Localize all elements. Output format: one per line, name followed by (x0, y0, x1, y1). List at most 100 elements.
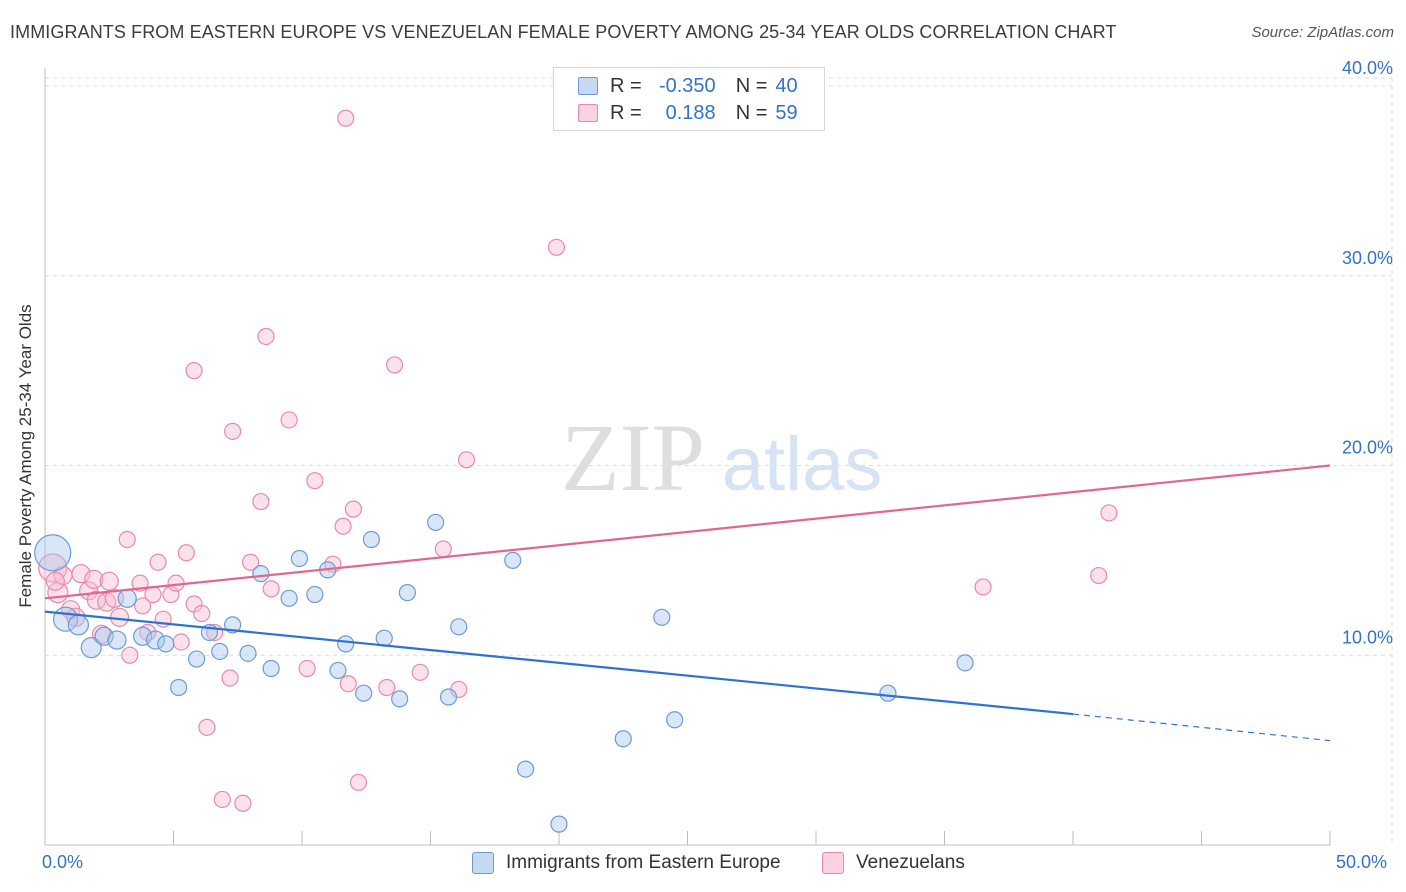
venezuelans-point (242, 553, 260, 571)
venezuelans-point (193, 604, 211, 623)
venezuelans-point (149, 553, 167, 571)
y-tick-labels: 10.0% 20.0% 30.0% 40.0% (1342, 58, 1393, 647)
watermark-zip: ZIP (561, 404, 705, 511)
eastern-europe-trend-line (44, 610, 1074, 716)
venezuelans-point (334, 517, 352, 535)
legend-item-eastern-europe: Immigrants from Eastern Europe (472, 852, 781, 874)
venezuelans-point (280, 411, 298, 429)
venezuelans-point (198, 718, 216, 736)
venezuelans-point (172, 633, 190, 651)
eastern-europe-point (80, 637, 102, 659)
eastern-europe-point (550, 815, 568, 833)
venezuelans-point (257, 327, 275, 346)
legend-swatch-pink (578, 104, 598, 122)
y-axis-label: Female Poverty Among 25-34 Year Olds (16, 304, 35, 608)
venezuelans-trend-line (44, 464, 1331, 600)
venezuelans-point (45, 571, 65, 591)
legend-label-eastern-europe: Immigrants from Eastern Europe (506, 852, 781, 873)
venezuelans-point (344, 500, 362, 518)
legend-r-value-pink: 0.188 (665, 101, 716, 124)
legend-n-label: N = (735, 74, 768, 97)
legend-label-venezuelans: Venezuelans (856, 852, 965, 873)
legend-n-label: N = (735, 101, 768, 124)
eastern-europe-point (439, 688, 458, 706)
venezuelans-point (84, 569, 104, 589)
eastern-europe-point (337, 635, 355, 653)
venezuelans-point (385, 356, 404, 374)
venezuelans-point (337, 109, 355, 127)
venezuelans-point (378, 678, 396, 697)
eastern-europe-point (391, 690, 409, 708)
venezuelans-point (349, 773, 368, 791)
venezuelans-point (411, 663, 429, 681)
eastern-europe-point (355, 684, 373, 702)
venezuelans-point (121, 646, 139, 664)
venezuelans-point (134, 597, 152, 615)
eastern-europe-point (504, 551, 522, 569)
venezuelans-point (118, 530, 136, 549)
venezuelans-point (109, 607, 130, 627)
venezuelans-point (434, 540, 452, 558)
venezuelans-point (457, 451, 476, 469)
legend-r-label: R = (610, 101, 642, 124)
y-tick-label: 20.0% (1342, 438, 1393, 458)
venezuelans-point (298, 659, 316, 678)
eastern-europe-point (427, 513, 445, 532)
legend-r-label: R = (610, 74, 642, 97)
venezuelans-point (339, 675, 357, 693)
venezuelans-point (262, 580, 280, 598)
eastern-europe-point (239, 644, 257, 662)
gridlines (45, 70, 1393, 845)
eastern-europe-point (262, 659, 280, 678)
x-tick-label-max: 50.0% (1336, 852, 1388, 872)
venezuelans-point (177, 544, 195, 562)
watermark-atlas: atlas (722, 422, 883, 507)
eastern-europe-point (362, 530, 380, 549)
chart-title: IMMIGRANTS FROM EASTERN EUROPE VS VENEZU… (10, 22, 1117, 42)
venezuelans-point (185, 362, 203, 380)
axes (44, 68, 1331, 846)
venezuelans-point (99, 571, 119, 591)
legend-item-venezuelans: Venezuelans (822, 852, 965, 874)
correlation-legend: R = -0.350 N = 40 R = 0.188 N = 59 (553, 67, 825, 131)
series-legend: Immigrants from Eastern Europe Venezuela… (0, 852, 1406, 878)
eastern-europe-point (133, 626, 153, 646)
source-label: Source: ZipAtlas.com (1251, 24, 1394, 41)
eastern-europe-point (516, 760, 535, 778)
eastern-europe-point (398, 584, 416, 602)
eastern-europe-point (879, 684, 897, 702)
legend-row-eastern-europe: R = -0.350 N = 40 (578, 74, 815, 98)
trend-lines (44, 464, 1331, 742)
eastern-europe-point (145, 630, 166, 650)
eastern-europe-point (67, 614, 90, 636)
legend-swatch-blue (472, 852, 494, 874)
eastern-europe-point (170, 678, 188, 697)
legend-n-value-blue: 40 (775, 74, 798, 97)
eastern-europe-point (666, 711, 684, 729)
venezuelans-point (224, 422, 242, 440)
x-tick-label-min: 0.0% (42, 852, 84, 872)
venezuelans-point (1100, 504, 1118, 522)
watermark: ZIP atlas (561, 404, 882, 511)
y-tick-label: 40.0% (1342, 58, 1393, 78)
eastern-europe-point (34, 534, 72, 572)
eastern-europe-point (94, 626, 114, 646)
venezuelans-point (252, 492, 270, 511)
eastern-europe-point (329, 661, 347, 680)
legend-row-venezuelans: R = 0.188 N = 59 (578, 101, 815, 125)
eastern-europe-point (653, 608, 671, 626)
eastern-europe-point (107, 630, 127, 650)
legend-swatch-blue (578, 77, 598, 95)
venezuelans-points (38, 109, 1118, 812)
venezuelans-point (221, 669, 239, 687)
venezuelans-point (306, 472, 324, 490)
eastern-europe-points (34, 513, 974, 833)
eastern-europe-point (211, 642, 229, 661)
eastern-europe-point (306, 585, 324, 604)
y-tick-label: 10.0% (1342, 627, 1393, 647)
venezuelans-point (213, 790, 231, 809)
eastern-europe-point (188, 650, 206, 668)
legend-swatch-pink (822, 852, 844, 874)
eastern-europe-point (280, 589, 298, 607)
